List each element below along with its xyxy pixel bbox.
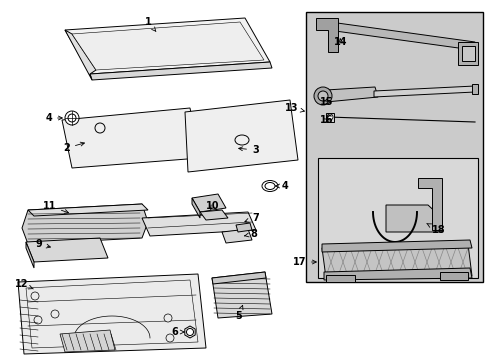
Polygon shape <box>325 113 333 122</box>
Polygon shape <box>26 242 34 268</box>
Polygon shape <box>385 205 441 232</box>
Text: 8: 8 <box>244 229 256 239</box>
Text: 7: 7 <box>244 213 258 223</box>
Polygon shape <box>317 158 477 278</box>
Text: 1: 1 <box>144 17 156 32</box>
Polygon shape <box>212 272 271 318</box>
Polygon shape <box>62 108 200 168</box>
Circle shape <box>65 111 79 125</box>
Circle shape <box>165 334 174 342</box>
Circle shape <box>186 328 193 336</box>
Polygon shape <box>192 194 225 212</box>
Text: 15: 15 <box>319 97 333 107</box>
Text: 2: 2 <box>63 142 84 153</box>
Text: 11: 11 <box>42 201 68 213</box>
Circle shape <box>163 314 172 322</box>
Polygon shape <box>192 198 200 218</box>
Circle shape <box>31 292 39 300</box>
Ellipse shape <box>235 135 248 145</box>
Text: 9: 9 <box>35 239 50 249</box>
Text: 10: 10 <box>205 201 219 211</box>
Polygon shape <box>471 84 477 94</box>
Text: 18: 18 <box>426 224 445 235</box>
Circle shape <box>326 114 332 120</box>
Polygon shape <box>325 87 377 102</box>
Polygon shape <box>325 275 354 282</box>
Polygon shape <box>60 330 115 352</box>
Polygon shape <box>26 238 108 262</box>
Polygon shape <box>222 229 251 243</box>
Text: 16: 16 <box>319 115 333 125</box>
Polygon shape <box>373 86 474 97</box>
Text: 6: 6 <box>171 327 184 337</box>
Ellipse shape <box>262 180 278 192</box>
Polygon shape <box>65 30 96 80</box>
Text: 3: 3 <box>238 145 258 155</box>
Polygon shape <box>28 204 148 216</box>
Text: 17: 17 <box>292 257 316 267</box>
Polygon shape <box>457 42 477 65</box>
Ellipse shape <box>264 183 274 189</box>
Polygon shape <box>321 240 471 252</box>
Polygon shape <box>72 22 264 70</box>
Polygon shape <box>236 223 251 232</box>
Circle shape <box>317 91 327 101</box>
Polygon shape <box>184 326 195 338</box>
Polygon shape <box>90 62 271 80</box>
Text: 12: 12 <box>15 279 33 289</box>
Polygon shape <box>417 178 441 230</box>
Circle shape <box>95 123 105 133</box>
Polygon shape <box>305 12 482 282</box>
Circle shape <box>51 310 59 318</box>
Polygon shape <box>184 100 297 172</box>
Polygon shape <box>65 18 269 74</box>
Text: 4: 4 <box>275 181 288 191</box>
Polygon shape <box>142 212 256 236</box>
Text: 4: 4 <box>45 113 62 123</box>
Circle shape <box>313 87 331 105</box>
Polygon shape <box>315 18 337 52</box>
Polygon shape <box>18 274 205 354</box>
Polygon shape <box>321 244 471 278</box>
Polygon shape <box>324 268 471 280</box>
Polygon shape <box>22 204 148 244</box>
Polygon shape <box>461 46 474 61</box>
Polygon shape <box>200 210 227 220</box>
Polygon shape <box>327 22 474 50</box>
Text: 13: 13 <box>284 103 304 113</box>
Polygon shape <box>212 272 265 284</box>
Circle shape <box>68 114 76 122</box>
Circle shape <box>34 316 42 324</box>
Polygon shape <box>439 272 467 280</box>
Text: 5: 5 <box>235 305 243 321</box>
Text: 14: 14 <box>333 37 347 47</box>
